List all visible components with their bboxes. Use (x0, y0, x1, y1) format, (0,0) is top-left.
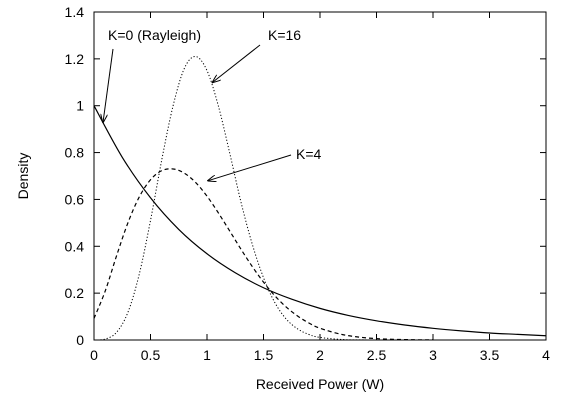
x-tick-label: 2 (316, 347, 324, 363)
y-axis-label: Density (15, 153, 31, 200)
annotation-k16-arrow (213, 44, 261, 82)
x-tick-label: 1.5 (254, 347, 274, 363)
y-tick-label: 1.2 (65, 51, 85, 67)
x-tick-label: 2.5 (367, 347, 387, 363)
series-lines (93, 56, 547, 341)
annotation-k4-label: K=4 (296, 146, 322, 162)
y-tick-label: 1 (76, 98, 84, 114)
y-tick-label: 0 (76, 332, 84, 348)
y-tick-label: 0.8 (65, 145, 85, 161)
annotation-k0-arrow (103, 48, 114, 122)
x-tick-label: 4 (542, 347, 550, 363)
series-line-k-4 (93, 168, 434, 341)
annotation-k4: K=4 (208, 146, 322, 181)
y-tick-label: 0.6 (65, 191, 85, 207)
x-tick-label: 1 (203, 347, 211, 363)
annotation-k16: K=16 (213, 27, 301, 82)
x-axis-label: Received Power (W) (256, 376, 384, 392)
x-tick-label: 3 (429, 347, 437, 363)
plot-area-frame (93, 11, 547, 341)
y-tick-label: 0.4 (65, 238, 85, 254)
annotation-k16-label: K=16 (268, 27, 301, 43)
series-line-k-0-rayleigh (93, 105, 547, 337)
annotation-k4-arrow (208, 154, 292, 181)
axis-ticks: 0 0.5 1 1.5 2 2.5 3 3.5 4 0 0.2 0.4 0.6 0.8 1 1.2 1.4 (65, 4, 551, 363)
annotation-k0: K=0 (Rayleigh) (103, 27, 201, 122)
annotation-k0-label: K=0 (Rayleigh) (108, 27, 201, 43)
x-tick-label: 3.5 (480, 347, 500, 363)
x-tick-label: 0 (90, 347, 98, 363)
series-line-k-16 (93, 56, 388, 341)
x-tick-label: 0.5 (141, 347, 161, 363)
y-tick-label: 1.4 (65, 4, 85, 20)
y-tick-label: 0.2 (65, 285, 85, 301)
